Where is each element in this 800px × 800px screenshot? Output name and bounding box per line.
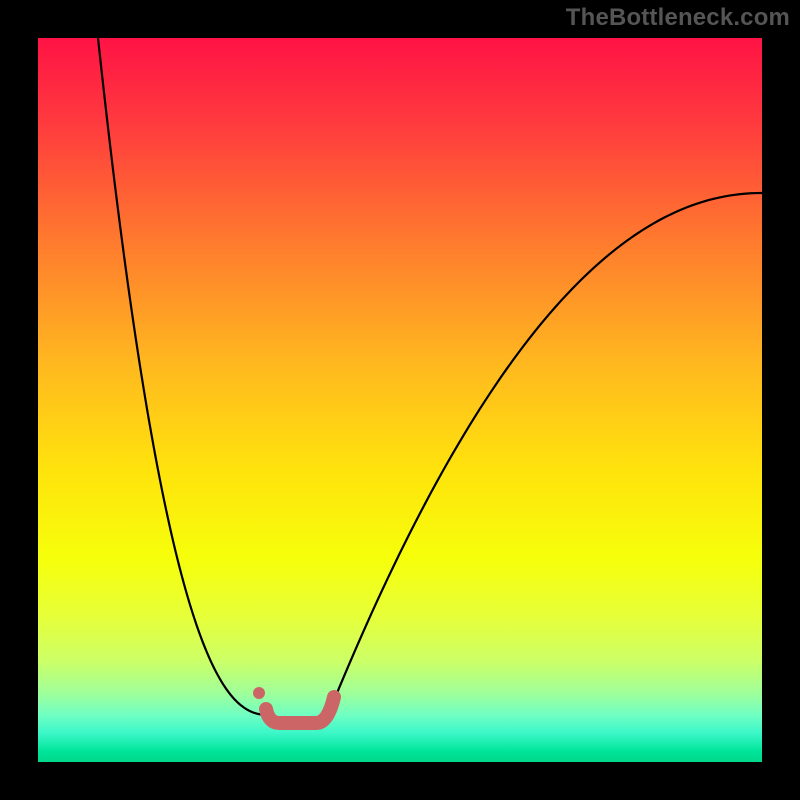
watermark-text: TheBottleneck.com <box>566 4 790 32</box>
bottleneck-chart <box>38 38 762 762</box>
valley-marker-dot <box>253 687 265 699</box>
chart-root: TheBottleneck.com <box>0 0 800 800</box>
